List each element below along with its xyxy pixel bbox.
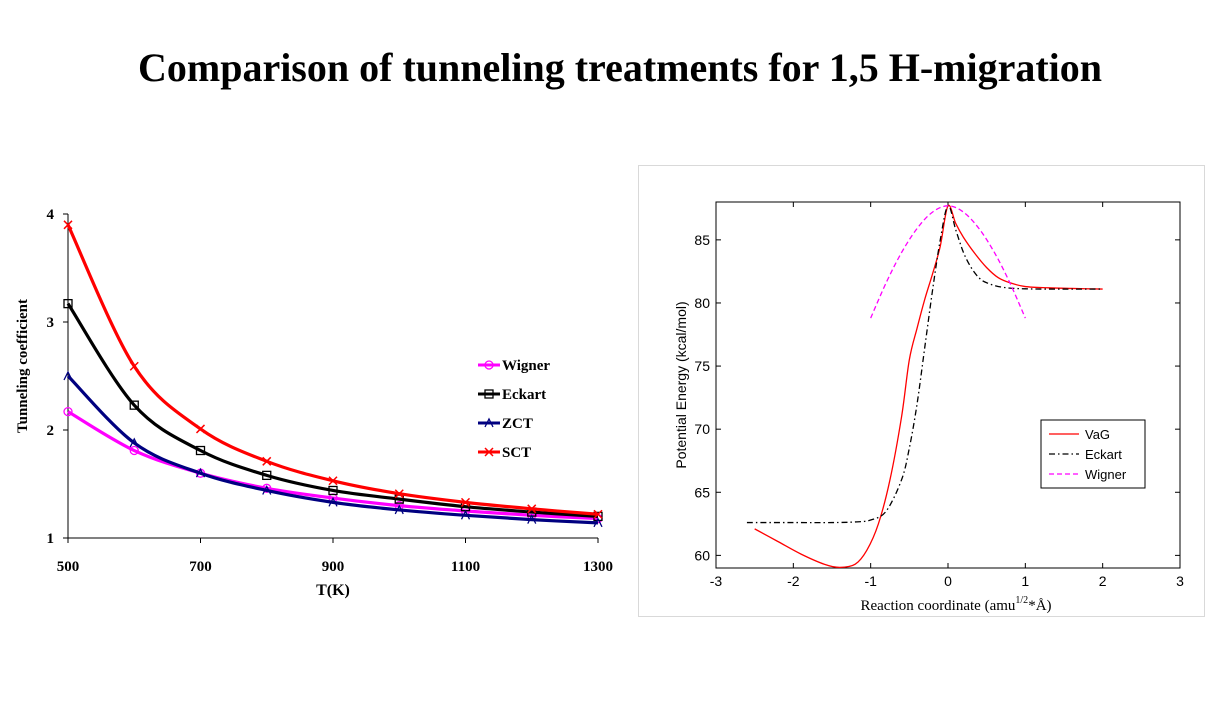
x-axis-label-main: Reaction coordinate (amu [860, 598, 1015, 614]
legend-label-eckart: Eckart [1085, 447, 1122, 462]
x-tick-label: 500 [57, 559, 80, 575]
data-point-sct [394, 489, 404, 499]
x-tick-label: 700 [189, 559, 212, 575]
series-line-zct [66, 374, 599, 525]
data-point-eckart [63, 298, 73, 309]
x-axis-label-superscript: 1/2 [1015, 595, 1028, 606]
legend-label-wigner: Wigner [502, 358, 550, 374]
data-point-zct [460, 509, 471, 520]
legend-marker-eckart [484, 389, 494, 399]
legend-marker-zct [484, 417, 494, 428]
x-tick-label: 1 [1021, 573, 1029, 589]
right-potential-energy-chart: 60 65 70 75 80 85 -3 -2 -1 0 1 2 3 Reaction coordinat… [673, 201, 1184, 614]
x-tick-label: 900 [322, 559, 345, 575]
y-tick-label: 75 [694, 358, 710, 374]
legend-item-wigner: Wigner [478, 358, 550, 374]
data-point-eckart [328, 485, 338, 496]
data-point-zct [63, 370, 73, 381]
y-axis-label: Potential Energy (kcal/mol) [673, 301, 689, 468]
data-point-eckart [129, 400, 139, 410]
x-axis-label: T(K) [316, 582, 350, 599]
page-title: Comparison of tunneling treatments for 1… [137, 45, 1103, 90]
data-point-sct [63, 220, 73, 230]
data-point-zct [394, 504, 404, 515]
data-point-wigner [63, 406, 73, 417]
plot-area-frame [715, 201, 1181, 569]
x-tick-label: 2 [1099, 573, 1107, 589]
data-point-sct [129, 361, 139, 371]
legend-item-vag: VaG [1049, 427, 1110, 442]
y-tick-label: 65 [694, 484, 710, 500]
data-point-sct [527, 504, 537, 514]
data-point-zct [527, 514, 537, 524]
x-axis-label: Reaction coordinate (amu1/2*Å) [860, 595, 1051, 614]
data-point-sct [460, 497, 471, 507]
legend-label-eckart: Eckart [502, 387, 546, 403]
legend-marker-sct [484, 447, 494, 457]
legend-item-eckart: Eckart [478, 387, 546, 403]
y-tick-label: 1 [47, 531, 55, 547]
series-zct [63, 370, 603, 528]
legend-label-wigner: Wigner [1085, 467, 1127, 482]
x-tick-label: 3 [1176, 573, 1184, 589]
x-tick-label: 1300 [583, 559, 613, 575]
y-tick-label: 60 [694, 547, 710, 563]
x-tick-label: -1 [864, 573, 877, 589]
data-point-eckart [593, 511, 603, 522]
y-tick-label: 80 [694, 295, 710, 311]
y-tick-label: 4 [47, 207, 55, 223]
data-point-sct [262, 456, 272, 466]
legend-label-zct: ZCT [502, 416, 533, 432]
x-tick-label: -2 [787, 573, 800, 589]
data-point-wigner [129, 445, 139, 456]
data-point-zct [262, 485, 272, 495]
left-tunneling-coefficient-chart: 1 2 3 4 500 700 900 1100 1300 T(K) Tunneling coeff… [15, 207, 613, 599]
series-sct [63, 220, 603, 519]
series-line-eckart [746, 205, 1103, 524]
data-point-eckart [195, 445, 206, 456]
legend-label-sct: SCT [502, 445, 531, 461]
data-point-sct [593, 509, 603, 519]
legend-marker-wigner [484, 360, 494, 370]
y-axis-label: Tunneling coefficient [15, 299, 31, 433]
right-chart-panel: 60 65 70 75 80 85 -3 -2 -1 0 1 2 3 Reaction coordinat… [638, 165, 1205, 617]
data-point-sct [195, 424, 206, 434]
series-line-wigner [870, 205, 1026, 319]
data-point-zct [195, 467, 206, 478]
series-eckart [63, 298, 603, 522]
data-point-zct [593, 517, 603, 528]
y-tick-label: 2 [47, 423, 55, 439]
legend-item-wigner: Wigner [1049, 467, 1127, 482]
x-tick-label: 0 [944, 573, 952, 589]
x-tick-label: -3 [710, 573, 723, 589]
x-axis-label-tail: *Å) [1028, 598, 1051, 614]
y-tick-label: 3 [47, 315, 55, 331]
legend-item-sct: SCT [478, 445, 531, 461]
data-point-eckart [262, 470, 272, 481]
legend-item-eckart: Eckart [1049, 447, 1122, 462]
y-tick-label: 70 [694, 421, 710, 437]
y-tick-label: 85 [694, 232, 710, 248]
series-line-vag [754, 204, 1103, 569]
data-point-zct [328, 496, 338, 507]
legend-label-vag: VaG [1085, 427, 1110, 442]
data-point-sct [328, 476, 338, 486]
data-point-zct [129, 437, 139, 448]
series-line-eckart [66, 302, 599, 518]
x-tick-label: 1100 [451, 559, 480, 575]
legend: VaG Eckart Wigner [1040, 419, 1146, 489]
legend-item-zct: ZCT [478, 416, 533, 432]
